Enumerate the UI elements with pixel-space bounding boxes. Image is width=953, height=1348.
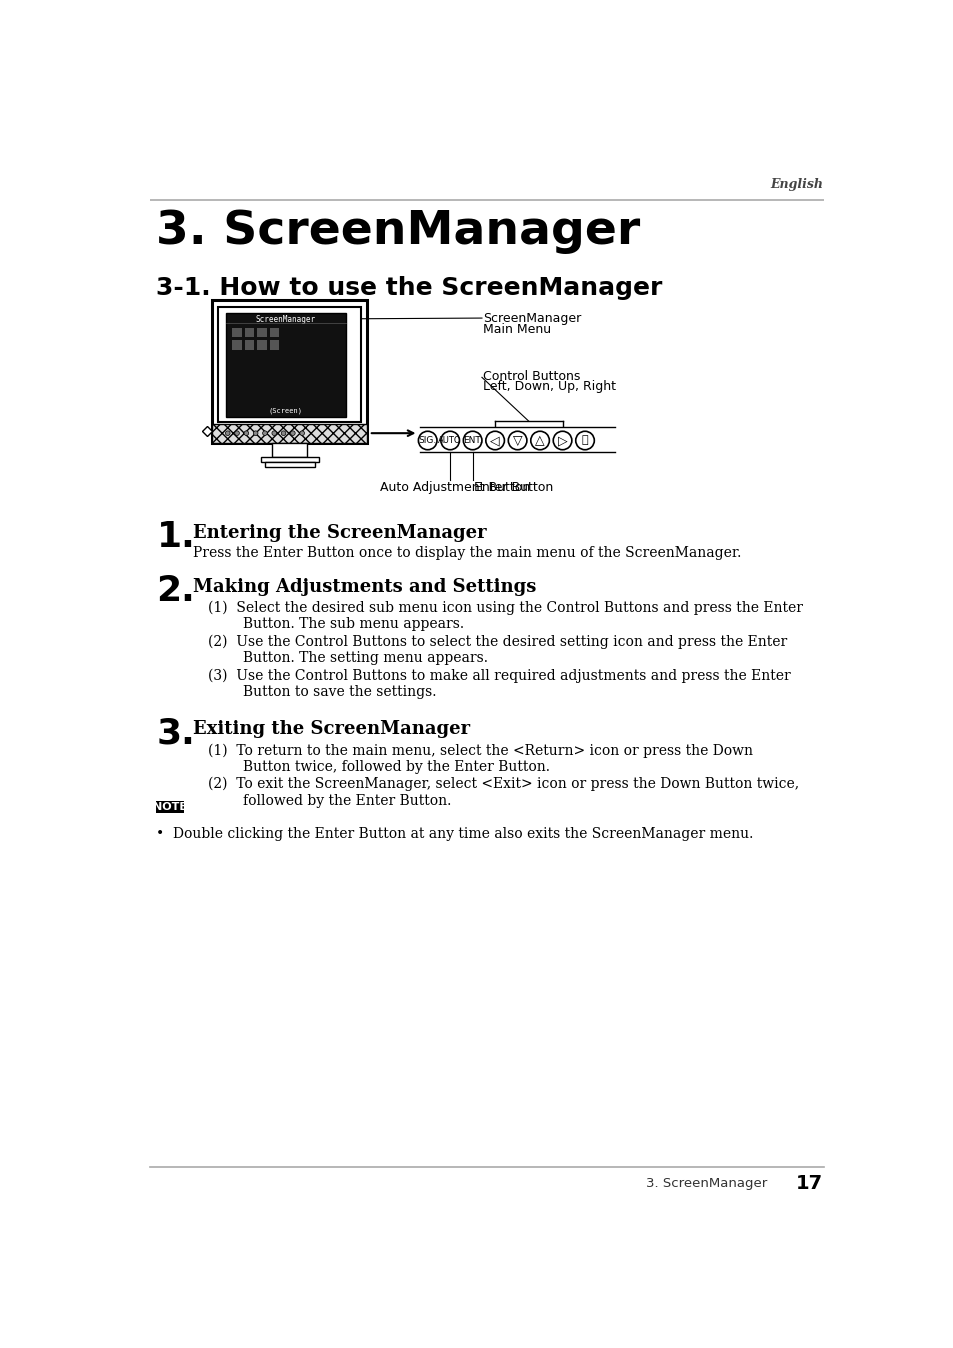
Bar — [272, 442, 307, 457]
Text: Control Buttons: Control Buttons — [483, 369, 580, 383]
Text: Entering the ScreenManager: Entering the ScreenManager — [193, 523, 486, 542]
Circle shape — [272, 431, 276, 435]
Bar — [257, 328, 266, 337]
Circle shape — [299, 431, 304, 435]
Bar — [233, 341, 241, 349]
Text: Main Menu: Main Menu — [483, 322, 551, 336]
Text: NOTE: NOTE — [153, 802, 187, 811]
Text: ENT.: ENT. — [462, 435, 482, 445]
Bar — [257, 341, 266, 349]
Circle shape — [575, 431, 594, 450]
Text: English: English — [769, 178, 822, 191]
Text: AUTO: AUTO — [438, 435, 461, 445]
Bar — [264, 462, 314, 466]
Bar — [245, 328, 253, 337]
Circle shape — [291, 431, 294, 435]
Circle shape — [234, 431, 239, 435]
Text: 3. ScreenManager: 3. ScreenManager — [645, 1177, 767, 1190]
Circle shape — [253, 431, 257, 435]
Bar — [270, 328, 278, 337]
Text: Making Adjustments and Settings: Making Adjustments and Settings — [193, 577, 536, 596]
Text: 3-1. How to use the ScreenManager: 3-1. How to use the ScreenManager — [156, 276, 662, 299]
Text: Auto Adjustment Button: Auto Adjustment Button — [380, 481, 530, 495]
Text: 17: 17 — [795, 1174, 822, 1193]
Bar — [212, 301, 367, 442]
Text: (2)  Use the Control Buttons to select the desired setting icon and press the En: (2) Use the Control Buttons to select th… — [208, 635, 787, 665]
Text: ScreenManager: ScreenManager — [255, 315, 315, 324]
Circle shape — [225, 431, 230, 435]
Bar — [226, 313, 345, 417]
Bar — [270, 341, 278, 349]
Circle shape — [244, 431, 249, 435]
Bar — [156, 801, 184, 813]
Text: ▽: ▽ — [513, 434, 522, 448]
Text: 3.: 3. — [156, 716, 195, 749]
Text: (1)  To return to the main menu, select the <Return> icon or press the Down
    : (1) To return to the main menu, select t… — [208, 743, 753, 774]
Text: ▷: ▷ — [558, 434, 567, 448]
Circle shape — [485, 431, 504, 450]
Circle shape — [530, 431, 549, 450]
Circle shape — [281, 431, 286, 435]
Text: 3. ScreenManager: 3. ScreenManager — [156, 209, 640, 255]
Circle shape — [508, 431, 526, 450]
Text: SIG.: SIG. — [418, 435, 436, 445]
Circle shape — [262, 431, 267, 435]
Text: (1)  Select the desired sub menu icon using the Control Buttons and press the En: (1) Select the desired sub menu icon usi… — [208, 601, 802, 631]
Text: (2)  To exit the ScreenManager, select <Exit> icon or press the Down Button twic: (2) To exit the ScreenManager, select <E… — [208, 776, 799, 807]
Text: 1.: 1. — [156, 520, 195, 554]
Bar — [212, 423, 367, 442]
Text: ⏻: ⏻ — [581, 435, 588, 445]
Circle shape — [553, 431, 571, 450]
Text: Enter Button: Enter Button — [474, 481, 553, 495]
Text: •  Double clicking the Enter Button at any time also exits the ScreenManager men: • Double clicking the Enter Button at an… — [156, 828, 753, 841]
Circle shape — [440, 431, 459, 450]
Circle shape — [463, 431, 481, 450]
Text: △: △ — [535, 434, 544, 448]
Circle shape — [418, 431, 436, 450]
Text: (3)  Use the Control Buttons to make all required adjustments and press the Ente: (3) Use the Control Buttons to make all … — [208, 669, 790, 700]
Bar — [218, 306, 360, 422]
Text: Press the Enter Button once to display the main menu of the ScreenManager.: Press the Enter Button once to display t… — [193, 546, 740, 559]
Text: Left, Down, Up, Right: Left, Down, Up, Right — [483, 380, 616, 394]
Bar — [245, 341, 253, 349]
Text: Exiting the ScreenManager: Exiting the ScreenManager — [193, 720, 470, 737]
Bar — [233, 328, 241, 337]
Text: ◁: ◁ — [490, 434, 499, 448]
Text: (Screen): (Screen) — [269, 407, 302, 414]
Text: 2.: 2. — [156, 574, 195, 608]
Bar — [260, 457, 318, 462]
Text: ScreenManager: ScreenManager — [483, 311, 581, 325]
